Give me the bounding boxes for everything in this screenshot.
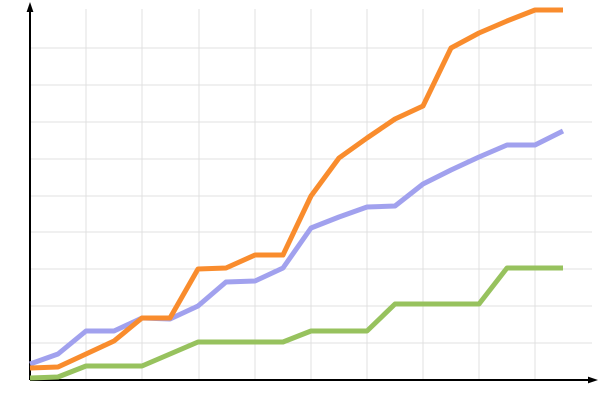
- x-axis-arrowhead: [588, 376, 598, 384]
- y-axis-arrowhead: [26, 2, 34, 12]
- orange-series-line: [29, 7, 563, 371]
- axes: [26, 2, 598, 384]
- purple-series-line: [29, 128, 565, 367]
- series-lines: [29, 7, 565, 381]
- green-series-line: [29, 265, 563, 381]
